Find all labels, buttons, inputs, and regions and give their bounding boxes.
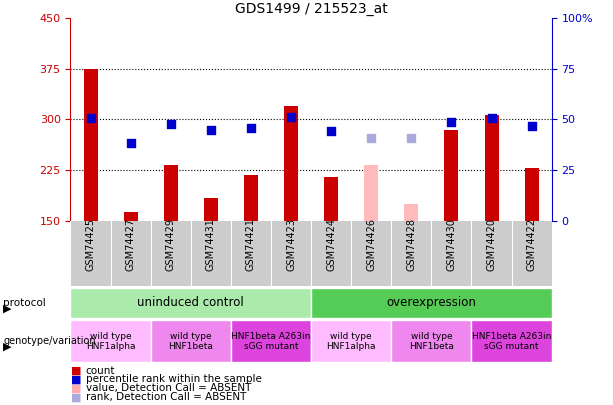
Bar	[484, 115, 498, 221]
Bar	[70, 320, 151, 362]
Bar	[151, 320, 231, 362]
Bar	[405, 204, 418, 221]
Bar	[164, 165, 178, 221]
Text: ■: ■	[70, 375, 81, 384]
Bar	[471, 320, 552, 362]
Bar	[391, 320, 471, 362]
Text: ▶: ▶	[3, 303, 12, 313]
Text: protocol: protocol	[3, 298, 46, 307]
Text: wild type
HNF1beta: wild type HNF1beta	[409, 332, 454, 351]
Bar	[244, 175, 258, 221]
Text: HNF1beta A263in
sGG mutant: HNF1beta A263in sGG mutant	[472, 332, 551, 351]
Point	[406, 135, 416, 142]
Text: value, Detection Call = ABSENT: value, Detection Call = ABSENT	[86, 384, 251, 393]
Bar	[124, 212, 138, 221]
Point	[166, 121, 176, 128]
Text: uninduced control: uninduced control	[137, 296, 244, 309]
Text: HNF1beta A263in
sGG mutant: HNF1beta A263in sGG mutant	[231, 332, 311, 351]
Text: overexpression: overexpression	[386, 296, 476, 309]
Text: percentile rank within the sample: percentile rank within the sample	[86, 375, 262, 384]
Bar	[525, 168, 539, 221]
Bar	[284, 106, 298, 221]
Text: ■: ■	[70, 384, 81, 393]
Bar	[444, 130, 459, 221]
Point	[246, 125, 256, 132]
Point	[126, 140, 135, 146]
Bar	[311, 320, 391, 362]
Point	[527, 122, 536, 129]
Title: GDS1499 / 215523_at: GDS1499 / 215523_at	[235, 2, 387, 16]
Text: ■: ■	[70, 366, 81, 375]
Point	[286, 114, 296, 121]
Point	[326, 128, 336, 134]
Text: genotype/variation: genotype/variation	[3, 336, 96, 346]
Bar	[364, 165, 378, 221]
Text: wild type
HNF1beta: wild type HNF1beta	[169, 332, 213, 351]
Bar	[231, 320, 311, 362]
Text: wild type
HNF1alpha: wild type HNF1alpha	[327, 332, 376, 351]
Point	[367, 135, 376, 142]
Text: rank, Detection Call = ABSENT: rank, Detection Call = ABSENT	[86, 392, 246, 402]
Point	[206, 126, 216, 133]
Point	[446, 119, 456, 126]
Bar	[70, 288, 311, 318]
Bar	[83, 69, 97, 221]
Bar	[324, 177, 338, 221]
Point	[487, 115, 497, 122]
Point	[86, 115, 96, 122]
Text: ■: ■	[70, 392, 81, 402]
Bar	[311, 288, 552, 318]
Bar	[204, 198, 218, 221]
Text: ▶: ▶	[3, 342, 12, 352]
Text: wild type
HNF1alpha: wild type HNF1alpha	[86, 332, 135, 351]
Text: count: count	[86, 366, 115, 375]
